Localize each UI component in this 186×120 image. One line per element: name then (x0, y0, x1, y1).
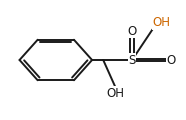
Text: O: O (127, 25, 137, 38)
Text: O: O (166, 54, 176, 66)
Text: OH: OH (106, 87, 124, 100)
Text: OH: OH (153, 16, 171, 29)
Text: S: S (128, 54, 136, 66)
